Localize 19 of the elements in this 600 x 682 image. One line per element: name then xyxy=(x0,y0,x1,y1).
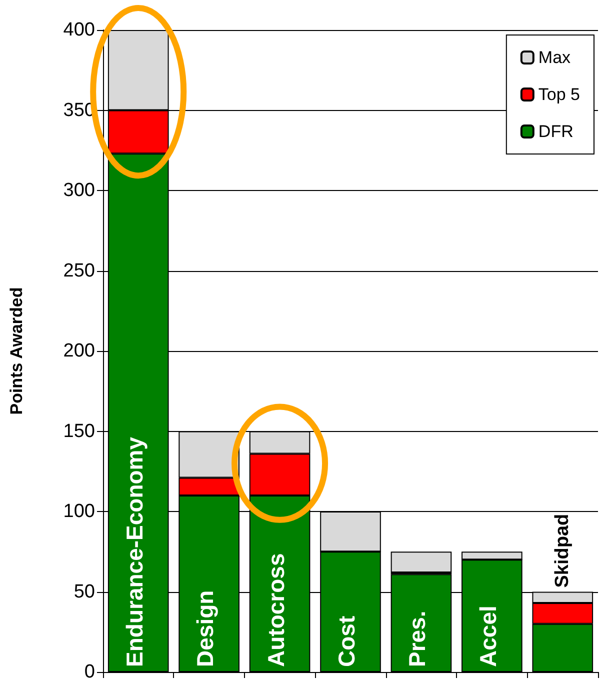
x-tick-label: Endurance-Economy xyxy=(121,436,148,667)
y-tick-label: 150 xyxy=(63,420,95,442)
y-tick-label: 50 xyxy=(74,581,95,602)
x-tick-label: Cost xyxy=(334,616,360,667)
y-tick-label: 300 xyxy=(63,180,95,201)
x-tick-label: Pres. xyxy=(404,610,430,667)
y-axis-title: Points Awarded xyxy=(7,287,26,415)
y-tick-label: 250 xyxy=(63,260,95,282)
legend-label: Max xyxy=(538,48,572,67)
legend-label: Top 5 xyxy=(538,85,580,104)
x-tick-label: Accel xyxy=(474,606,501,667)
x-tick-label: Design xyxy=(192,590,218,667)
x-tick-label: Skidpad xyxy=(552,514,574,588)
legend-label: DFR xyxy=(538,122,574,141)
y-tick-label: 400 xyxy=(63,20,95,40)
y-tick-label: 200 xyxy=(63,340,95,362)
y-tick-label: 0 xyxy=(84,662,95,682)
x-tick-label: Autocross xyxy=(262,553,289,667)
y-tick-label: 100 xyxy=(63,501,95,522)
